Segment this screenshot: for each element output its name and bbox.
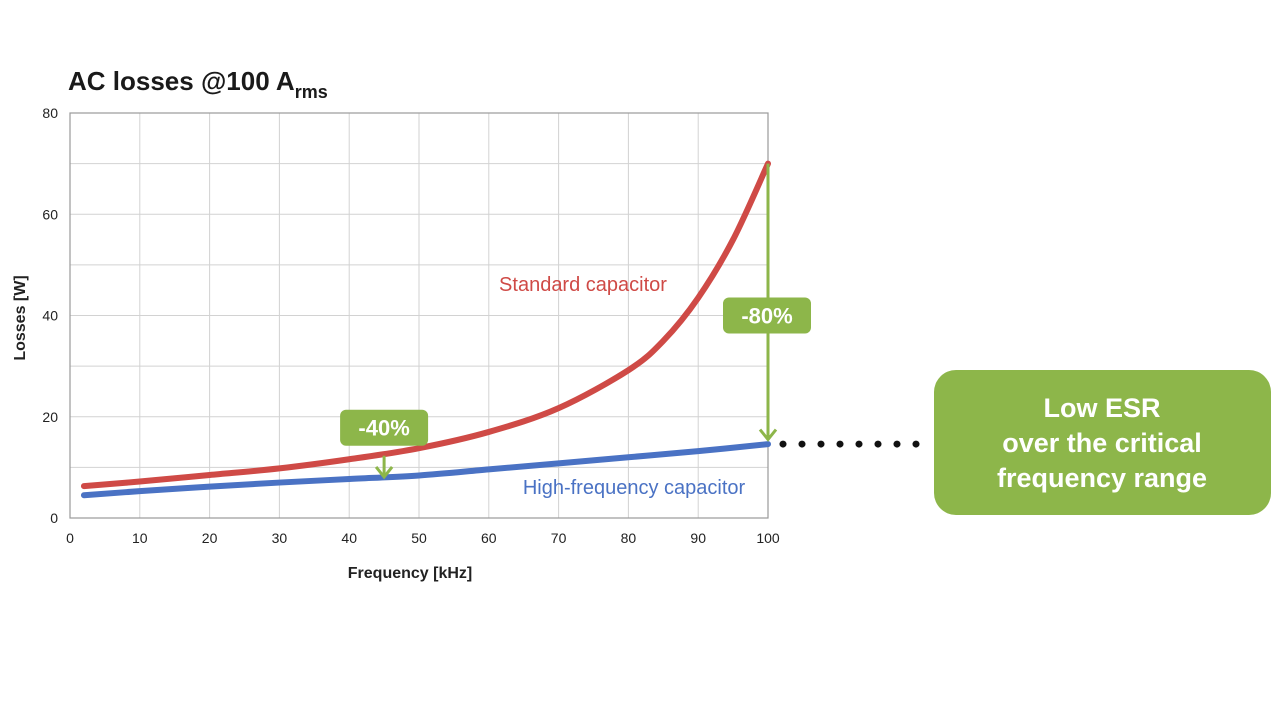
- annotation-minus-80-arrow-head: [758, 428, 778, 442]
- x-tick-60: 60: [481, 530, 497, 546]
- y-axis-label: Losses [W]: [12, 275, 29, 360]
- annotation-minus-80-label: -80%: [741, 304, 792, 329]
- reduction-annotations: -40% -80%: [340, 163, 811, 480]
- series-line-high-frequency: [80, 441, 771, 499]
- connector-dot: [779, 440, 787, 448]
- annotation-minus-40-label: -40%: [358, 416, 409, 441]
- callout-line-2: over the critical: [1002, 428, 1202, 458]
- x-tick-0: 0: [66, 530, 74, 546]
- x-tick-90: 90: [690, 530, 706, 546]
- x-tick-100: 100: [756, 530, 780, 546]
- connector-dot: [912, 440, 920, 448]
- callout-dotted-connector: [779, 440, 920, 448]
- callout-line-3: frequency range: [997, 463, 1207, 493]
- y-tick-80: 80: [42, 105, 58, 121]
- connector-dot: [798, 440, 806, 448]
- chart-title-subscript: rms: [295, 82, 328, 102]
- annotation-minus-40-badge: [340, 409, 429, 446]
- x-tick-50: 50: [411, 530, 427, 546]
- x-tick-10: 10: [132, 530, 148, 546]
- connector-dot: [817, 440, 825, 448]
- callout-box: [934, 370, 1271, 515]
- x-tick-20: 20: [202, 530, 218, 546]
- x-tick-40: 40: [341, 530, 357, 546]
- series-line-standard: [80, 160, 771, 490]
- callout-line-1: Low ESR: [1043, 393, 1160, 423]
- connector-dot: [836, 440, 844, 448]
- y-tick-20: 20: [42, 409, 58, 425]
- connector-dot: [893, 440, 901, 448]
- chart-title: AC losses @100 Arms: [68, 66, 328, 102]
- x-tick-70: 70: [551, 530, 567, 546]
- y-tick-40: 40: [42, 308, 58, 324]
- x-tick-labels: 0 10 20 30 40 50 60 70 80 90 100: [66, 530, 780, 546]
- connector-dot: [855, 440, 863, 448]
- x-tick-80: 80: [621, 530, 637, 546]
- x-axis-label: Frequency [kHz]: [348, 565, 472, 582]
- series-lines: [80, 160, 771, 499]
- x-tick-30: 30: [272, 530, 288, 546]
- annotation-minus-80-badge: [723, 297, 811, 334]
- y-tick-60: 60: [42, 206, 58, 222]
- annotation-minus-40-arrow-head: [374, 466, 394, 480]
- series-label-high-frequency: High-frequency capacitor: [523, 477, 746, 499]
- series-label-standard: Standard capacitor: [499, 274, 667, 296]
- y-tick-0: 0: [50, 510, 58, 526]
- y-tick-labels: 0 20 40 60 80: [42, 105, 58, 526]
- connector-dot: [874, 440, 882, 448]
